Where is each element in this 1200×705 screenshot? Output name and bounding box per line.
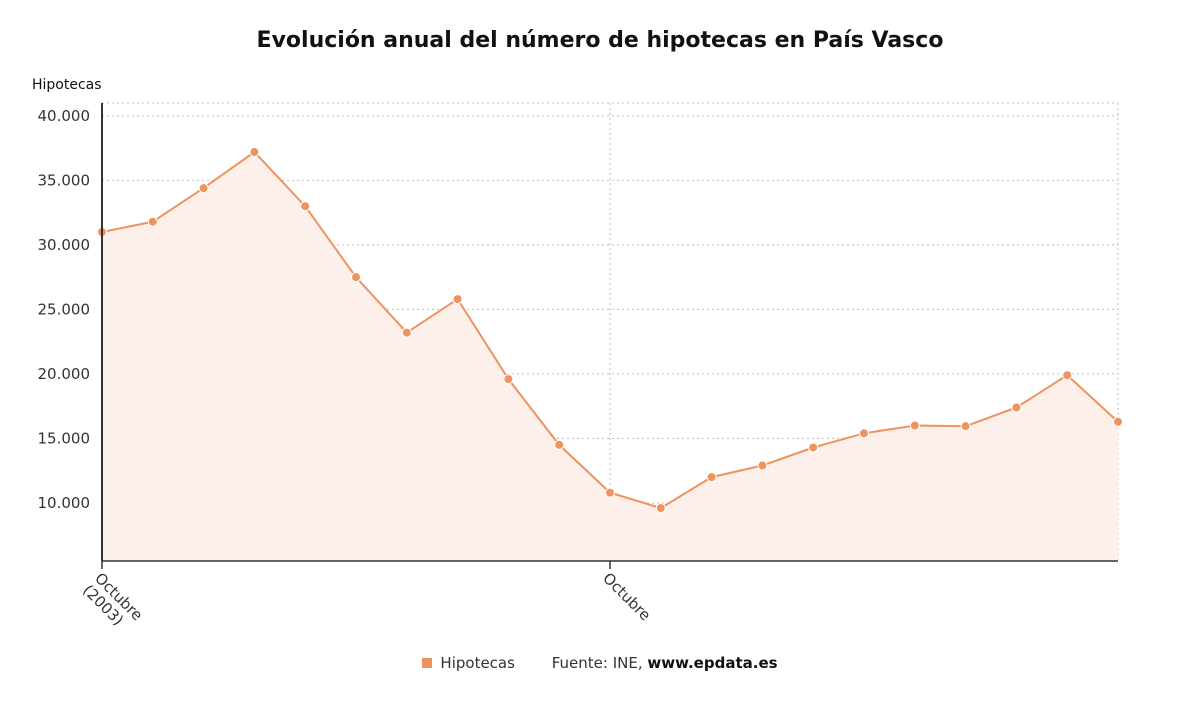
- y-tick-label: 30.000: [38, 236, 91, 254]
- series-area: [102, 152, 1118, 561]
- data-point: [605, 487, 615, 498]
- y-tick-label: 10.000: [38, 494, 91, 512]
- data-point: [960, 421, 971, 432]
- data-point: [249, 147, 260, 158]
- legend: Hipotecas Fuente: INE, www.epdata.es: [0, 654, 1200, 672]
- data-point: [859, 428, 869, 439]
- y-tick-label: 35.000: [38, 171, 91, 189]
- data-point: [147, 216, 158, 227]
- data-point: [452, 294, 463, 305]
- source-note: Fuente: INE, www.epdata.es: [552, 654, 778, 672]
- y-tick-label: 15.000: [38, 429, 91, 447]
- data-point: [909, 420, 920, 431]
- data-point: [706, 472, 717, 483]
- data-point: [401, 327, 412, 338]
- y-axis-label: Hipotecas: [32, 77, 102, 93]
- legend-item-hipotecas[interactable]: Hipotecas: [422, 654, 515, 672]
- data-point: [808, 442, 819, 453]
- data-point: [554, 439, 565, 450]
- legend-swatch: [422, 658, 433, 668]
- y-tick-label: 20.000: [38, 365, 91, 383]
- data-point: [1062, 370, 1073, 381]
- data-point: [1011, 402, 1022, 413]
- y-axis: 10.000 15.000 20.000 25.000 30.000 35.000 40.0…: [38, 107, 91, 512]
- data-point: [198, 183, 209, 194]
- x-tick-label-group: Octubre: [599, 569, 654, 624]
- y-tick-label: 40.000: [38, 107, 91, 125]
- data-point: [757, 460, 768, 471]
- data-point: [1113, 416, 1123, 427]
- chart-title: Evolución anual del número de hipotecas …: [256, 28, 944, 53]
- data-point: [503, 374, 514, 385]
- x-tick-label-group: Octubre(2003): [79, 569, 146, 629]
- x-tick-label: Octubre: [599, 569, 654, 624]
- legend-label: Hipotecas: [440, 654, 515, 672]
- source-label: Fuente: INE,: [551, 654, 643, 672]
- data-point: [655, 503, 666, 514]
- x-axis: Octubre(2003) Octubre: [79, 561, 654, 629]
- y-tick-label: 25.000: [38, 300, 91, 318]
- source-site: www.epdata.es: [647, 654, 778, 672]
- data-point: [351, 272, 361, 283]
- data-point: [300, 201, 311, 212]
